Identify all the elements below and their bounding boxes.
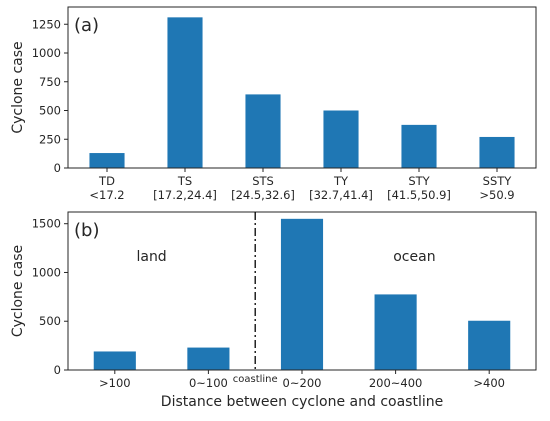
ocean-label: ocean <box>393 249 435 265</box>
x-tick-label: TD <box>98 174 115 188</box>
y-tick-label: 0 <box>54 363 61 377</box>
bar-b-4 <box>468 320 511 370</box>
bar-a-3 <box>323 110 359 168</box>
y-axis-label: Cyclone case <box>10 245 26 337</box>
x-tick-label: SSTY <box>483 174 513 188</box>
bar-a-0 <box>89 153 125 168</box>
x-tick-label: TY <box>333 174 349 188</box>
panel-a: 0 250 500 750 1000 1250 TD<17.2 TS[17.2,24.4] ST… <box>10 6 537 202</box>
y-tick-label: 1250 <box>32 17 61 31</box>
bar-b-2 <box>280 218 324 370</box>
x-tick-label-sub: [41.5,50.9] <box>387 188 451 202</box>
bar-a-2 <box>245 94 281 168</box>
y-tick-label: 500 <box>39 314 61 328</box>
x-tick-label: 0~200 <box>283 376 322 390</box>
x-tick-label-sub: [17.2,24.4] <box>153 188 217 202</box>
bar-a-1 <box>167 17 203 168</box>
y-tick-label: 0 <box>54 161 61 175</box>
panel-label: (a) <box>74 15 99 36</box>
bar-a-4 <box>401 124 437 168</box>
land-label: land <box>136 249 166 265</box>
x-axis-label: Distance between cyclone and coastline <box>161 394 443 410</box>
x-tick-label: >400 <box>473 376 505 390</box>
x-tick-label-sub: <17.2 <box>89 188 124 202</box>
y-tick-label: 500 <box>39 104 61 118</box>
bar-a-5 <box>479 136 515 168</box>
x-tick-label-sub: >50.9 <box>479 188 514 202</box>
x-tick-label: 200~400 <box>369 376 423 390</box>
y-tick-label: 1000 <box>32 46 61 60</box>
y-axis-label: Cyclone case <box>10 41 26 133</box>
bar-b-3 <box>374 294 417 370</box>
y-tick-label: 1500 <box>32 217 61 231</box>
x-tick-label: STY <box>408 174 430 188</box>
x-tick-label: >100 <box>99 376 131 390</box>
x-tick-label: STS <box>252 174 274 188</box>
x-tick-label-sub: [32.7,41.4] <box>309 188 373 202</box>
bar-b-1 <box>187 347 230 370</box>
y-tick-label: 750 <box>39 75 61 89</box>
y-tick-label: 250 <box>39 132 61 146</box>
y-tick-label: 1000 <box>32 265 61 279</box>
coastline-label: coastline <box>233 374 278 385</box>
x-tick-label: TS <box>177 174 192 188</box>
x-tick-label-sub: [24.5,32.6] <box>231 188 295 202</box>
panel-label: (b) <box>74 220 99 241</box>
x-tick-label: 0~100 <box>189 376 228 390</box>
axes-frame <box>67 6 537 169</box>
panel-b: 0 500 1000 1500 >100 0~100 0~200 200~400 >400 Cyc… <box>10 211 537 410</box>
bar-b-0 <box>93 351 136 370</box>
